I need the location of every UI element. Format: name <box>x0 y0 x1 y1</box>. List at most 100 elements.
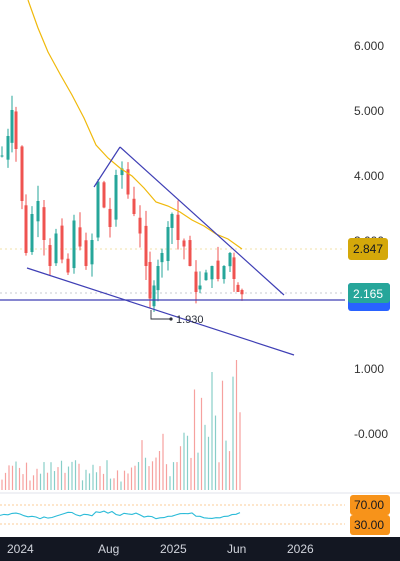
volume-bar <box>218 462 220 490</box>
candle-body <box>210 266 214 280</box>
volume-bar <box>85 469 87 490</box>
candle-body <box>228 253 232 267</box>
candle-body <box>60 225 64 260</box>
volume-bar <box>186 435 189 490</box>
ma-value-badge <box>348 238 388 260</box>
candle-body <box>24 205 28 253</box>
candle-body <box>114 175 118 220</box>
volume-bar <box>137 462 140 490</box>
volume-bar <box>130 467 133 490</box>
candle-body <box>102 182 106 208</box>
volume-bar <box>225 440 227 490</box>
volume-bar <box>60 460 63 490</box>
volume-bar <box>92 464 94 490</box>
candle-body <box>194 271 198 292</box>
candle-body <box>20 146 24 201</box>
candle-body <box>42 207 46 240</box>
volume-bar <box>148 466 150 490</box>
volume-bar <box>123 470 126 490</box>
candle-body <box>96 181 100 238</box>
volume-bar <box>172 462 175 490</box>
candle-body <box>176 214 180 240</box>
candle-body <box>188 240 192 266</box>
volume-bar <box>64 472 66 490</box>
candle-body <box>54 233 58 264</box>
candle-body <box>204 272 208 281</box>
price-tick-5: 5.000 <box>354 104 384 118</box>
volume-bar <box>155 457 157 490</box>
volume-bar <box>67 466 70 490</box>
candle-body <box>222 266 226 280</box>
candle-body <box>14 111 18 149</box>
volume-bar <box>200 397 203 490</box>
volume-bar <box>190 457 192 490</box>
volume-bar <box>25 462 28 490</box>
volume-tick-0: -0.000 <box>354 427 388 441</box>
candle-body <box>10 110 14 143</box>
volume-bar <box>102 473 105 490</box>
rsi-70-label: 70.00 <box>354 498 384 512</box>
volume-bar <box>232 376 234 490</box>
time-axis-bar[interactable] <box>0 537 400 561</box>
volume-bar <box>197 452 199 490</box>
candle-body <box>84 240 88 266</box>
volume-bar <box>134 465 136 490</box>
price-tick-4: 4.000 <box>354 169 384 183</box>
candle-body <box>198 285 202 290</box>
volume-bar <box>214 415 217 490</box>
price-tick-6: 6.000 <box>354 39 384 53</box>
candle-body <box>166 227 170 262</box>
volume-bar <box>120 481 122 490</box>
wedge-upper-start <box>93 146 121 188</box>
volume-bar <box>99 466 101 490</box>
volume-bar <box>22 474 24 490</box>
candle-body <box>132 198 136 214</box>
volume-bar <box>169 476 171 490</box>
volume-bar <box>4 472 7 490</box>
volume-bar <box>239 412 241 490</box>
time-tick-aug: Aug <box>98 542 119 556</box>
candle-body <box>240 289 244 295</box>
rsi-70-badge <box>350 495 390 515</box>
time-tick-2025: 2025 <box>160 542 187 556</box>
volume-bar <box>1 479 3 490</box>
volume-bar <box>109 478 112 490</box>
volume-bar <box>162 433 164 490</box>
candle-body <box>30 214 34 253</box>
candle-body <box>48 245 52 266</box>
volume-bar <box>95 472 98 490</box>
volume-bar <box>46 472 49 490</box>
rsi-line <box>0 510 241 520</box>
volume-bar <box>53 471 56 490</box>
time-tick-2026: 2026 <box>287 542 314 556</box>
volume-bar <box>207 436 210 490</box>
candle-body <box>170 214 174 228</box>
volume-bar <box>183 432 185 490</box>
candle-body <box>78 227 82 247</box>
volume-series <box>1 360 241 490</box>
candle-body <box>156 266 160 291</box>
volume-bar <box>81 480 84 490</box>
volume-bar <box>39 473 42 490</box>
candle-body <box>182 240 186 247</box>
candle-body <box>236 284 240 292</box>
volume-bar <box>106 460 108 490</box>
volume-bar <box>29 480 31 490</box>
volume-bar <box>116 470 119 490</box>
volume-bar <box>88 473 91 490</box>
wedge-lower-trendline[interactable] <box>26 267 295 356</box>
current-price-badge-top <box>348 283 390 303</box>
volume-bar <box>204 424 206 490</box>
volume-bar <box>78 463 80 490</box>
volume-bar <box>151 461 154 490</box>
wedge-upper-trendline[interactable] <box>119 146 285 296</box>
volume-bar <box>176 462 178 490</box>
rsi-30-badge <box>350 515 390 535</box>
volume-bar <box>71 461 73 490</box>
volume-bar <box>113 478 115 490</box>
volume-bar <box>235 360 238 490</box>
volume-bar <box>211 372 213 490</box>
candle-body <box>6 136 10 160</box>
